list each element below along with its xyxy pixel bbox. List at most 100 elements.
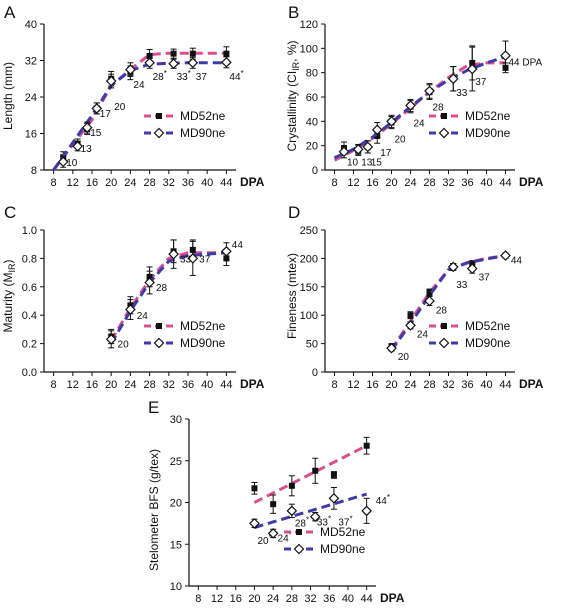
panel-b-ylabel-tail: , %) (285, 40, 299, 61)
panel-b-x-tick-label: 40 (480, 177, 492, 189)
panel-b-dpa-label: 10 (347, 157, 359, 168)
panel-a-significance-star: * (164, 69, 167, 78)
panel-e-legend-marker-md52 (296, 529, 302, 535)
panel-e-md52-point (330, 471, 337, 478)
panel-b-x-tick-label: 44 (499, 177, 511, 189)
panel-e-significance-star: * (306, 516, 309, 525)
panel-a-significance-star: * (188, 69, 191, 78)
panel-b-md90-point (447, 73, 459, 85)
panel-a-x-tick-label: 16 (86, 177, 98, 189)
panel-c-legend-label-md90: MD90ne (180, 336, 226, 350)
panel-a-md52-point (170, 50, 177, 57)
panel-letter-e: E (148, 398, 159, 417)
panel-c-ylabel-main: Maturity (M (1, 272, 15, 332)
panel-b-x-axis-label: DPA (519, 175, 544, 189)
panel-e-x-tick-label: 20 (248, 593, 260, 605)
panel-e-md90-point (267, 528, 279, 539)
panel-a-dpa-label: 20 (114, 102, 126, 113)
panel-b-dpa-label: 37 (475, 77, 487, 88)
panel-d-md90-point (386, 342, 397, 354)
panel-b-dpa-label: 24 (414, 119, 426, 130)
panel-e-md52-point (312, 467, 319, 474)
panel-c-ylabel-sub: IR (7, 263, 17, 273)
panel-a-md90-point (105, 75, 117, 87)
panel-c-ylabel-tail: ) (1, 260, 15, 264)
panel-d-x-tick-label: 40 (480, 379, 492, 391)
panel-letter-d: D (288, 203, 300, 222)
panel-a-x-tick-label: 32 (163, 177, 175, 189)
panel-b-md90-point (405, 100, 416, 111)
panel-b-md90-point (424, 85, 435, 97)
panel-d-legend-label-md52: MD52ne (465, 319, 511, 333)
panel-e-legend-marker-md90 (293, 543, 305, 555)
panel-c-y-tick-label: 0.0 (22, 367, 37, 379)
panel-a-ylabel: Length (mm) (1, 62, 15, 130)
panel-a-x-tick-label: 8 (51, 177, 57, 189)
panel-d: D Fineness (mtex) 0 50 100 150 200 250 8 12 16 20… (285, 203, 544, 391)
panel-a-x-axis-label: DPA (240, 175, 265, 189)
panel-a-y-tick-label: 40 (25, 19, 37, 31)
panel-c-y-tick-label: 0.2 (22, 339, 37, 351)
panel-a-md90-point (91, 103, 103, 114)
panel-a-x-tick-label: 28 (143, 177, 155, 189)
panel-a-legend-label-md52: MD52ne (180, 109, 226, 123)
panel-c-x-tick-label: 40 (201, 379, 213, 391)
panel-a-md90-point (57, 156, 69, 168)
panel-b-dpa-label: 15 (371, 157, 383, 168)
panel-d-dpa-label: 37 (479, 273, 491, 284)
panel-e-dpa-label: 24* (278, 531, 292, 545)
panel-c-y-tick-label: 0.8 (22, 253, 37, 265)
panel-c-md90-point (125, 304, 136, 315)
panel-b-x-tick-label: 24 (404, 177, 416, 189)
panel-e-dpa-label: 44* (376, 493, 390, 507)
panel-a-significance-star: * (241, 69, 244, 78)
panel-e-dpa-label: 33* (317, 515, 331, 529)
panel-e-x-tick-label: 8 (195, 593, 201, 605)
panel-a: A Length (mm) 8 16 24 32 40 8 12 16 20 24 28 32 36 40… (1, 3, 265, 189)
panel-e-md52-point (288, 482, 295, 489)
panel-d-plot: 0 50 100 150 200 250 8 12 16 20 24 28 32 36 40 44 DPA 20 2… (300, 225, 544, 391)
panel-e-md90-fit-line (253, 492, 368, 529)
panel-b-x-tick-label: 16 (366, 177, 378, 189)
panel-e-ylabel: Stelometer BFS (g/tex) (147, 449, 161, 571)
panel-e-md90-point (328, 492, 340, 504)
panel-b-md90-point (386, 115, 397, 127)
panel-a-y-tick-label: 8 (31, 165, 37, 177)
panel-d-x-tick-label: 28 (423, 379, 435, 391)
panel-e-x-tick-label: 40 (342, 593, 354, 605)
panel-d-x-tick-label: 32 (442, 379, 454, 391)
panel-a-dpa-label: 13 (81, 144, 93, 155)
panel-a-y-tick-label: 32 (25, 56, 37, 68)
panel-c-dpa-label: 20 (118, 340, 130, 351)
panel-c-x-axis-label: DPA (240, 377, 265, 391)
panel-d-x-axis-label: DPA (519, 377, 544, 391)
panel-d-y-tick-label: 150 (300, 282, 318, 294)
panel-c-md90-point (168, 248, 179, 260)
panel-c-x-tick-label: 16 (86, 379, 98, 391)
panel-b-legend-label-md90: MD90ne (465, 126, 511, 140)
panel-b-y-tick-label: 80 (306, 68, 318, 80)
panel-b-dpa-label: 33 (456, 88, 468, 99)
panel-b-y-tick-label: 120 (300, 19, 318, 31)
panel-c-legend-marker-md52 (156, 323, 162, 329)
panel-e-y-tick-label: 30 (170, 414, 182, 426)
panel-e-x-tick-label: 12 (211, 593, 223, 605)
panel-c-md90-point (221, 245, 232, 257)
panel-e-legend-label-md52: MD52ne (320, 525, 366, 539)
panel-d-y-tick-label: 100 (300, 310, 318, 322)
panel-b-x-tick-label: 20 (385, 177, 397, 189)
panel-e-significance-star: * (328, 515, 331, 524)
panel-e-md90-point (286, 505, 298, 517)
panel-a-dpa-label: 37 (196, 72, 208, 83)
panel-e: E Stelometer BFS (g/tex) 10 15 20 25 30 8 12 16… (147, 398, 405, 605)
panel-d-legend-marker-md52 (441, 323, 447, 329)
panel-c-legend-label-md52: MD52ne (180, 319, 226, 333)
panel-a-md90-point (168, 58, 179, 70)
panel-e-y-tick-label: 10 (170, 581, 182, 593)
panel-a-md52-point (146, 52, 153, 59)
panel-d-x-tick-label: 16 (366, 379, 378, 391)
panel-b-x-tick-label: 8 (331, 177, 337, 189)
panel-e-legend-label-md90: MD90ne (320, 542, 366, 556)
panel-c-x-tick-label: 32 (163, 379, 175, 391)
panel-a-md90-point (187, 57, 199, 69)
